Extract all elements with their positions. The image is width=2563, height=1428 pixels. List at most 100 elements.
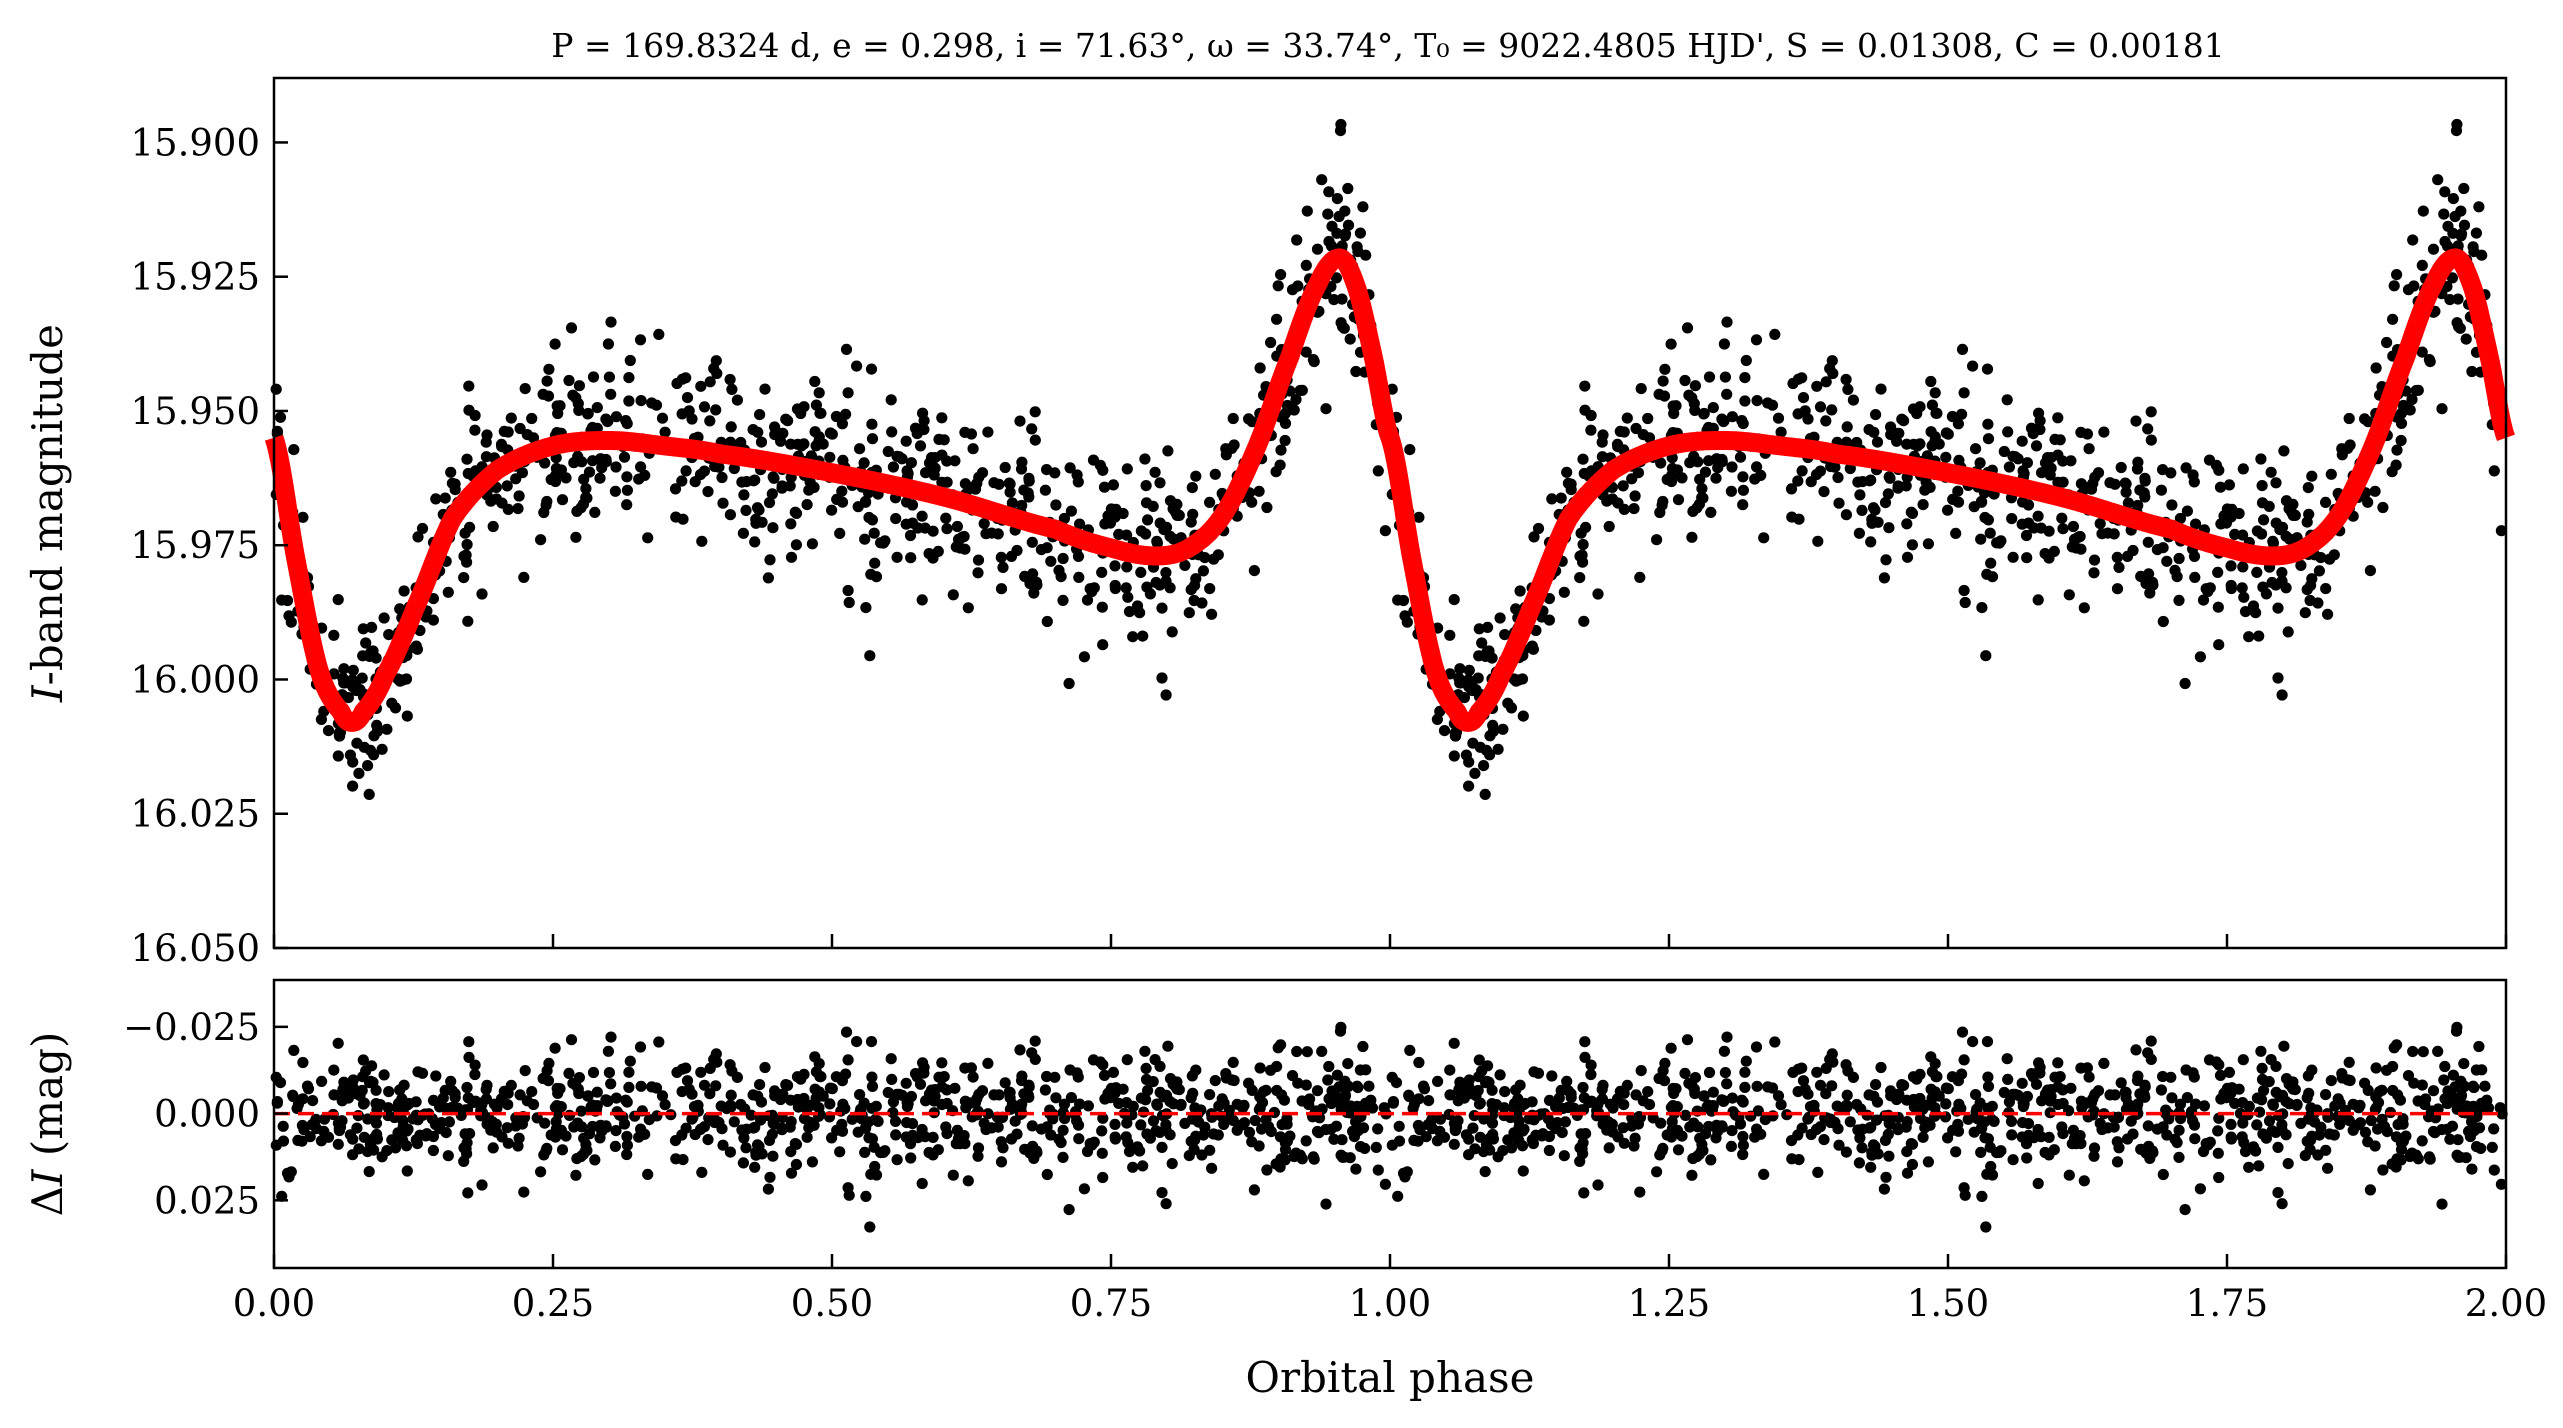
residual-point bbox=[2198, 1100, 2210, 1112]
residual-point bbox=[1841, 1089, 1853, 1101]
light-curve-point bbox=[2179, 677, 2191, 690]
residual-point bbox=[1737, 1096, 1749, 1108]
residual-point bbox=[806, 1156, 819, 1168]
residual-point bbox=[283, 1171, 295, 1183]
residual-point bbox=[2427, 1085, 2440, 1097]
light-curve-point bbox=[1320, 403, 1332, 415]
light-curve-point bbox=[864, 650, 876, 662]
residual-point bbox=[1206, 1162, 1218, 1174]
residual-point bbox=[1450, 1124, 1462, 1136]
residual-point bbox=[1055, 1137, 1067, 1149]
residual-point bbox=[1057, 1124, 1069, 1136]
residual-point bbox=[1463, 1149, 1475, 1161]
light-curve-point bbox=[1131, 600, 1144, 612]
residual-point bbox=[890, 1129, 902, 1141]
light-curve-point bbox=[2450, 125, 2463, 137]
residual-point bbox=[288, 1044, 300, 1056]
light-curve-point bbox=[1820, 376, 1832, 388]
light-curve-point bbox=[1171, 498, 1183, 510]
residual-point bbox=[2243, 1161, 2255, 1173]
light-curve-point bbox=[1275, 269, 1287, 281]
light-curve-point bbox=[1301, 205, 1313, 217]
light-curve-point bbox=[2187, 469, 2199, 481]
light-curve-point bbox=[1959, 596, 1971, 609]
light-curve-point bbox=[1940, 451, 1952, 463]
light-curve-point bbox=[1160, 689, 1172, 701]
light-curve-point bbox=[809, 426, 821, 438]
residual-point bbox=[995, 1156, 1008, 1168]
residual-point bbox=[2121, 1133, 2134, 1145]
residual-point bbox=[2218, 1087, 2230, 1099]
residual-point bbox=[1802, 1113, 1814, 1125]
light-curve-point bbox=[1906, 507, 1919, 519]
residual-point bbox=[1147, 1115, 1160, 1127]
residual-point bbox=[2354, 1099, 2366, 1111]
residual-point bbox=[587, 1066, 600, 1079]
residual-point bbox=[963, 1097, 975, 1109]
residual-point bbox=[676, 1086, 688, 1098]
residual-point bbox=[1716, 1120, 1728, 1132]
light-curve-point bbox=[1968, 501, 1980, 513]
light-curve-point bbox=[1578, 615, 1590, 627]
residual-point bbox=[2236, 1131, 2248, 1143]
residual-point bbox=[2364, 1184, 2376, 1196]
light-curve-point bbox=[834, 527, 846, 540]
light-curve-point bbox=[2139, 475, 2151, 487]
light-curve-point bbox=[1097, 464, 1109, 476]
residual-point bbox=[997, 1142, 1009, 1154]
residual-point bbox=[834, 1146, 846, 1158]
residual-point bbox=[2247, 1141, 2260, 1153]
light-curve-point bbox=[1026, 423, 1038, 435]
light-curve-point bbox=[1657, 375, 1669, 387]
light-curve-point bbox=[2276, 567, 2288, 579]
light-curve-point bbox=[1448, 750, 1460, 762]
light-curve-point bbox=[2057, 455, 2069, 467]
light-curve-point bbox=[982, 426, 994, 438]
residual-point bbox=[1121, 1117, 1133, 1129]
light-curve-point bbox=[1081, 594, 1094, 606]
residual-point bbox=[688, 1101, 701, 1113]
residual-point bbox=[1098, 1069, 1111, 1081]
light-curve-point bbox=[1885, 421, 1897, 433]
residual-point bbox=[1556, 1127, 1568, 1139]
light-curve-point bbox=[1039, 484, 1051, 496]
light-curve-point bbox=[2344, 439, 2356, 451]
residual-point bbox=[2277, 1108, 2289, 1120]
light-curve-point bbox=[813, 387, 825, 399]
residual-point bbox=[1740, 1055, 1752, 1067]
residual-point bbox=[1463, 1074, 1475, 1086]
light-curve-point bbox=[1342, 182, 1354, 195]
light-curve-point bbox=[445, 466, 457, 478]
residual-point bbox=[1249, 1114, 1261, 1127]
residual-point bbox=[1403, 1090, 1415, 1103]
light-curve-point bbox=[1308, 356, 1320, 368]
residual-point bbox=[2369, 1140, 2381, 1152]
y-tick-label: 0.025 bbox=[154, 1179, 260, 1222]
residual-point bbox=[1074, 1098, 1086, 1110]
residual-point bbox=[1004, 1086, 1016, 1099]
light-curve-point bbox=[1574, 572, 1586, 584]
light-curve-point bbox=[2402, 284, 2415, 296]
light-curve-point bbox=[1510, 675, 1522, 687]
residual-point bbox=[328, 1089, 340, 1101]
light-curve-point bbox=[1006, 497, 1019, 509]
residual-point bbox=[1127, 1161, 1139, 1173]
residual-point bbox=[1982, 1071, 1994, 1083]
residual-point bbox=[1151, 1098, 1163, 1110]
light-curve-point bbox=[605, 316, 617, 328]
light-curve-point bbox=[1611, 438, 1624, 450]
light-curve-point bbox=[2007, 551, 2019, 563]
residual-point bbox=[2125, 1115, 2137, 1127]
residual-point bbox=[1998, 1086, 2010, 1099]
light-curve-point bbox=[1140, 480, 1152, 492]
residual-point bbox=[1071, 1115, 1083, 1127]
residual-point bbox=[2387, 1060, 2399, 1073]
residual-point bbox=[1931, 1071, 1943, 1083]
residual-point bbox=[1487, 1133, 1499, 1145]
light-curve-point bbox=[2033, 407, 2045, 419]
light-curve-point bbox=[1330, 272, 1342, 284]
residual-point bbox=[2258, 1084, 2270, 1097]
light-curve-point bbox=[2098, 426, 2110, 438]
light-curve-point bbox=[589, 506, 601, 518]
light-curve-point bbox=[609, 485, 622, 497]
